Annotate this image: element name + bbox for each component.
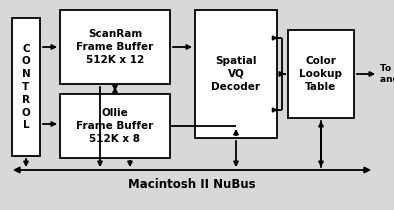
Text: ScanRam
Frame Buffer
512K x 12: ScanRam Frame Buffer 512K x 12: [76, 29, 154, 65]
Text: Ollie
Frame Buffer
512K x 8: Ollie Frame Buffer 512K x 8: [76, 108, 154, 144]
Text: Macintosh II NuBus: Macintosh II NuBus: [128, 178, 256, 192]
Text: To D/ACs
and Monitor: To D/ACs and Monitor: [380, 64, 394, 84]
Bar: [288, 30, 354, 118]
Bar: [60, 10, 170, 84]
Text: C
O
N
T
R
O
L: C O N T R O L: [22, 44, 30, 130]
Text: Spatial
VQ
Decoder: Spatial VQ Decoder: [212, 56, 260, 92]
Bar: [60, 94, 170, 158]
Text: Color
Lookup
Table: Color Lookup Table: [299, 56, 342, 92]
Bar: [12, 18, 40, 156]
Bar: [195, 10, 277, 138]
